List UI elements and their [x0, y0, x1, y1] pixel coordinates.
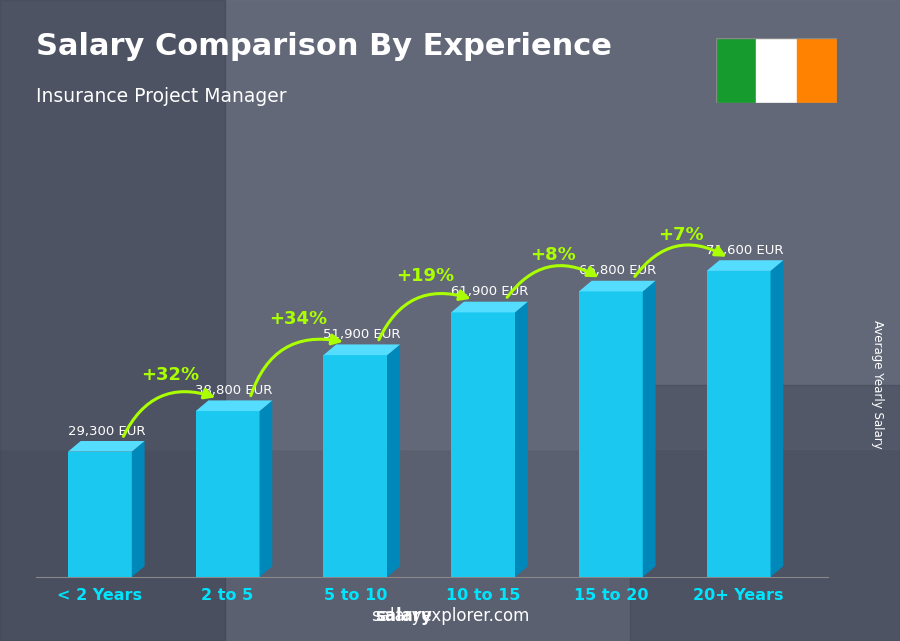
Text: +7%: +7%	[658, 226, 704, 244]
Polygon shape	[643, 281, 655, 577]
Text: 61,900 EUR: 61,900 EUR	[451, 285, 528, 298]
Polygon shape	[579, 281, 655, 292]
Polygon shape	[706, 271, 770, 577]
Text: salary: salary	[374, 607, 432, 625]
Polygon shape	[515, 302, 527, 577]
Polygon shape	[387, 344, 400, 577]
Text: +32%: +32%	[141, 365, 199, 384]
Bar	[716, 38, 756, 103]
Text: +8%: +8%	[530, 246, 576, 264]
Text: 66,800 EUR: 66,800 EUR	[579, 264, 656, 278]
Polygon shape	[770, 260, 783, 577]
Polygon shape	[68, 452, 131, 577]
Polygon shape	[323, 344, 400, 355]
Polygon shape	[195, 401, 273, 411]
Polygon shape	[195, 411, 259, 577]
Text: salaryexplorer.com: salaryexplorer.com	[371, 607, 529, 625]
Polygon shape	[706, 260, 783, 271]
Text: Average Yearly Salary: Average Yearly Salary	[871, 320, 884, 449]
Text: Insurance Project Manager: Insurance Project Manager	[36, 87, 286, 106]
Polygon shape	[259, 401, 273, 577]
Bar	[756, 38, 796, 103]
Polygon shape	[323, 355, 387, 577]
Text: +19%: +19%	[397, 267, 454, 285]
Text: 29,300 EUR: 29,300 EUR	[68, 424, 145, 438]
Bar	[796, 38, 837, 103]
Polygon shape	[451, 312, 515, 577]
Text: 71,600 EUR: 71,600 EUR	[706, 244, 784, 257]
Polygon shape	[451, 302, 527, 312]
Text: 51,900 EUR: 51,900 EUR	[323, 328, 400, 341]
Text: +34%: +34%	[269, 310, 327, 328]
Polygon shape	[131, 441, 145, 577]
Polygon shape	[579, 292, 643, 577]
Text: 38,800 EUR: 38,800 EUR	[195, 384, 273, 397]
Polygon shape	[68, 441, 145, 452]
Text: Salary Comparison By Experience: Salary Comparison By Experience	[36, 32, 612, 61]
